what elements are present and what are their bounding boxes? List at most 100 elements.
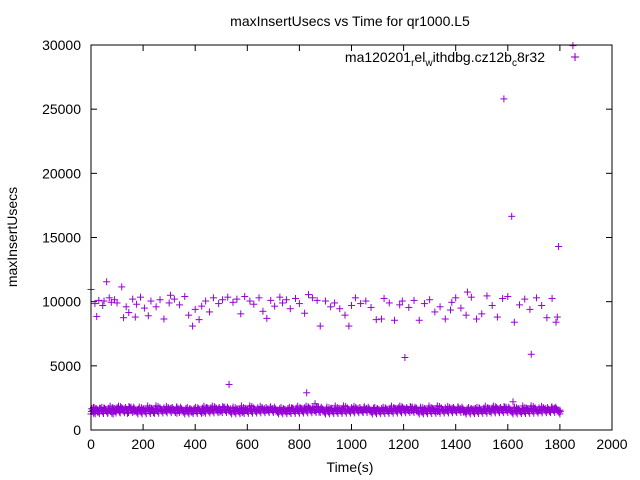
scatter-point xyxy=(122,303,130,311)
points-layer xyxy=(87,42,577,418)
scatter-point xyxy=(250,300,258,308)
scatter-point xyxy=(555,242,563,250)
x-axis-label: Time(s) xyxy=(327,459,374,475)
scatter-point xyxy=(202,297,210,305)
scatter-point xyxy=(516,301,524,309)
scatter-point xyxy=(282,296,290,304)
scatter-point xyxy=(431,308,439,316)
scatter-point xyxy=(91,300,99,308)
x-tick-label: 600 xyxy=(236,436,260,452)
scatter-point xyxy=(176,301,184,309)
scatter-point xyxy=(136,293,144,301)
legend-label-sub-2: w xyxy=(424,58,433,69)
x-tick-label: 0 xyxy=(87,436,95,452)
scatter-point xyxy=(367,303,375,311)
scatter-point xyxy=(410,296,418,304)
scatter-point xyxy=(241,293,249,301)
scatter-point xyxy=(357,300,365,308)
scatter-point xyxy=(191,305,199,313)
scatter-point xyxy=(396,301,404,309)
scatter-point xyxy=(195,316,203,324)
y-tick-label: 20000 xyxy=(42,165,81,181)
scatter-point xyxy=(152,303,160,311)
scatter-point xyxy=(510,318,518,326)
scatter-point xyxy=(336,305,344,313)
scatter-point xyxy=(219,296,227,304)
scatter-point xyxy=(215,300,223,308)
scatter-point xyxy=(156,296,164,304)
scatter-point xyxy=(327,303,335,311)
scatter-point xyxy=(225,380,233,388)
scatter-point xyxy=(120,314,128,322)
scatter-point xyxy=(170,295,178,303)
scatter-point xyxy=(463,288,471,296)
scatter-point xyxy=(462,311,470,319)
scatter-point xyxy=(113,299,121,307)
scatter-point xyxy=(276,293,284,301)
scatter-point xyxy=(305,291,313,299)
scatter-point xyxy=(189,322,197,330)
scatter-point xyxy=(493,313,501,321)
x-tick-label: 1200 xyxy=(388,436,419,452)
x-tick-label: 1400 xyxy=(440,436,471,452)
scatter-point xyxy=(103,278,111,286)
scatter-point xyxy=(144,312,152,320)
scatter-point xyxy=(181,293,189,301)
scatter-point xyxy=(377,315,385,323)
scatter-point xyxy=(351,294,359,302)
legend: ma120201relwithdbg.cz12bc8r32 xyxy=(345,49,579,69)
scatter-point xyxy=(527,350,535,358)
scatter-point xyxy=(405,303,413,311)
scatter-point xyxy=(380,294,388,302)
scatter-point xyxy=(271,302,279,310)
scatter-point xyxy=(467,293,475,301)
scatter-point xyxy=(147,297,155,305)
y-tick-label: 15000 xyxy=(42,230,81,246)
scatter-point xyxy=(278,299,286,307)
scatter-point xyxy=(303,389,311,397)
scatter-point xyxy=(316,322,324,330)
scatter-point xyxy=(105,294,113,302)
scatter-point xyxy=(488,302,496,310)
legend-label-sub-3: c xyxy=(512,58,517,69)
legend-marker xyxy=(571,53,579,61)
y-tick-label: 0 xyxy=(73,422,81,438)
scatter-point xyxy=(237,310,245,318)
scatter-point xyxy=(504,293,512,301)
scatter-point xyxy=(401,353,409,361)
scatter-point xyxy=(385,299,393,307)
y-tick-label: 5000 xyxy=(50,358,81,374)
x-tick-label: 1800 xyxy=(544,436,575,452)
scatter-point xyxy=(390,316,398,324)
scatter-point xyxy=(372,316,380,324)
scatter-point xyxy=(532,294,540,302)
scatter-point xyxy=(233,295,241,303)
scatter-point xyxy=(229,298,237,306)
scatter-point xyxy=(286,305,294,313)
scatter-point xyxy=(321,297,329,305)
legend-label-base: ma120201 xyxy=(345,49,411,65)
scatter-point xyxy=(291,294,299,302)
scatter-point xyxy=(133,300,141,308)
scatter-point xyxy=(160,315,168,323)
scatter-point xyxy=(165,299,173,307)
scatter-point xyxy=(436,303,444,311)
scatter-point xyxy=(508,212,516,220)
scatter-point xyxy=(125,309,133,317)
scatter-point xyxy=(100,297,108,305)
scatter-point xyxy=(552,318,560,326)
scatter-point xyxy=(543,314,551,322)
legend-label-sub-1: r xyxy=(411,58,415,69)
x-tick-label: 200 xyxy=(131,436,155,452)
dense-baseline-point xyxy=(555,408,563,416)
scatter-point xyxy=(446,306,454,314)
x-tick-label: 2000 xyxy=(596,436,627,452)
plot-frame xyxy=(90,44,613,431)
scatter-point xyxy=(362,297,370,305)
legend-label-tail: 8r32 xyxy=(517,49,545,65)
scatter-point xyxy=(93,312,101,320)
scatter-point xyxy=(129,295,137,303)
scatter-point xyxy=(295,300,303,308)
scatter-point xyxy=(206,308,214,316)
